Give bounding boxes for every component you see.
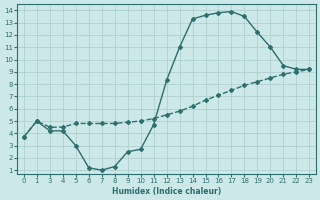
X-axis label: Humidex (Indice chaleur): Humidex (Indice chaleur) [112,187,221,196]
